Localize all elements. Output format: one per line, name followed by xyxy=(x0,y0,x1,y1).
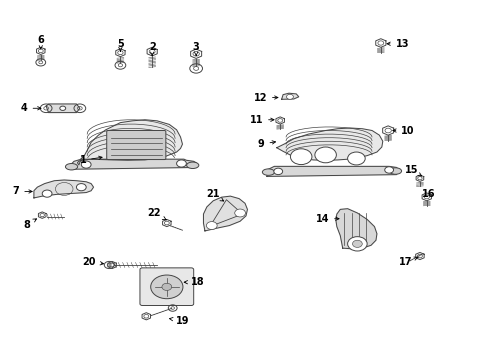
Circle shape xyxy=(291,149,312,165)
Circle shape xyxy=(176,160,186,167)
Circle shape xyxy=(151,275,183,299)
Text: 18: 18 xyxy=(184,277,205,287)
Circle shape xyxy=(81,161,91,168)
Text: 1: 1 xyxy=(79,155,102,165)
Circle shape xyxy=(60,106,66,111)
FancyBboxPatch shape xyxy=(107,131,166,159)
Text: 3: 3 xyxy=(193,42,199,55)
Text: 5: 5 xyxy=(117,39,124,51)
Text: 8: 8 xyxy=(23,219,37,230)
Text: 17: 17 xyxy=(399,257,418,267)
Text: 9: 9 xyxy=(258,139,275,149)
Polygon shape xyxy=(34,180,94,198)
Circle shape xyxy=(287,94,294,99)
Polygon shape xyxy=(336,209,377,249)
Text: 16: 16 xyxy=(421,189,435,199)
Text: 11: 11 xyxy=(249,115,274,125)
Circle shape xyxy=(206,222,217,229)
Circle shape xyxy=(347,237,367,251)
Ellipse shape xyxy=(66,163,77,170)
Polygon shape xyxy=(203,196,247,231)
Circle shape xyxy=(352,240,362,247)
Circle shape xyxy=(385,167,393,173)
Text: 7: 7 xyxy=(13,186,32,197)
Polygon shape xyxy=(77,120,182,165)
Polygon shape xyxy=(277,128,383,160)
Polygon shape xyxy=(267,166,399,176)
Circle shape xyxy=(42,190,52,197)
Circle shape xyxy=(235,209,245,217)
Circle shape xyxy=(347,152,365,165)
Ellipse shape xyxy=(187,162,199,168)
Text: 22: 22 xyxy=(147,208,166,220)
Text: 19: 19 xyxy=(170,316,189,325)
Circle shape xyxy=(162,283,172,291)
Text: 2: 2 xyxy=(149,42,155,55)
Text: 4: 4 xyxy=(21,103,41,113)
Text: 12: 12 xyxy=(253,93,278,103)
Text: 20: 20 xyxy=(82,257,103,267)
FancyBboxPatch shape xyxy=(140,268,194,306)
Ellipse shape xyxy=(262,169,274,175)
Polygon shape xyxy=(72,159,196,169)
Text: 14: 14 xyxy=(316,214,339,224)
Text: 13: 13 xyxy=(387,39,409,49)
Text: 15: 15 xyxy=(405,165,421,176)
Text: 21: 21 xyxy=(206,189,224,201)
Text: 6: 6 xyxy=(37,35,44,49)
Circle shape xyxy=(76,184,86,191)
Ellipse shape xyxy=(390,168,402,174)
Circle shape xyxy=(315,147,336,163)
Polygon shape xyxy=(46,104,80,113)
Text: 10: 10 xyxy=(393,126,415,135)
Polygon shape xyxy=(282,93,299,99)
Circle shape xyxy=(274,168,283,175)
